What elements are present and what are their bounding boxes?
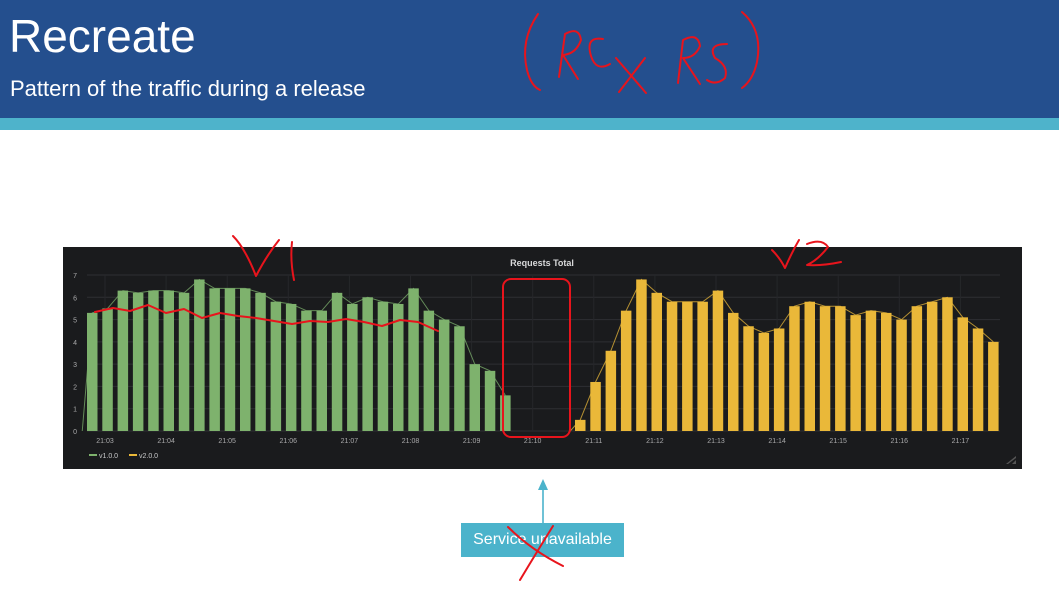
y-tick-label: 6 [73,295,77,302]
bar-v1.0.0 [255,292,266,431]
bar-v1.0.0 [484,370,496,431]
bar-v1.0.0 [209,288,220,431]
bar-v2.0.0 [620,310,632,431]
series-line-v2.0.0 [569,278,994,432]
x-tick-label: 21:06 [280,438,298,445]
callout-arrowhead-icon [538,479,548,490]
bar-v2.0.0 [651,292,662,431]
bar-v1.0.0 [102,308,113,431]
chart-bars [87,279,999,431]
bar-v2.0.0 [789,306,800,431]
bar-v1.0.0 [347,303,358,431]
bar-v2.0.0 [575,419,586,431]
x-tick-label: 21:14 [768,438,786,445]
bar-v1.0.0 [438,319,450,431]
x-tick-label: 21:10 [524,438,542,445]
x-tick-label: 21:04 [157,438,175,445]
bar-v2.0.0 [590,381,601,431]
bar-v2.0.0 [835,306,846,431]
bar-v2.0.0 [712,290,724,431]
bar-v1.0.0 [148,290,159,431]
x-tick-label: 21:07 [341,438,359,445]
bar-v2.0.0 [896,319,907,431]
slide-title: Recreate [9,10,196,62]
bar-v1.0.0 [194,279,205,431]
header-accent-bar [0,118,1059,130]
bar-v1.0.0 [87,312,98,431]
y-tick-label: 1 [73,407,77,414]
bar-v1.0.0 [393,303,404,431]
bar-v2.0.0 [804,301,815,431]
service-unavailable-callout: Service unavailable [461,523,624,557]
chart-legend: v1.0.0 v2.0.0 [89,453,158,460]
bar-v2.0.0 [758,332,770,431]
bar-v2.0.0 [773,328,785,431]
bar-v1.0.0 [469,364,480,431]
y-tick-label: 0 [73,429,77,436]
legend-item-v2.0.0[interactable]: v2.0.0 [139,453,158,460]
bar-v2.0.0 [605,350,617,431]
x-axis-ticks: 21:03 21:04 21:05 21:06 21:07 21:08 21:09 21:10… [96,438,969,445]
bar-v1.0.0 [316,310,327,431]
bar-v2.0.0 [666,301,678,431]
bar-v1.0.0 [240,288,251,431]
chart-grid [87,274,1000,432]
bar-v2.0.0 [697,301,708,431]
callout-label: Service unavailable [473,531,612,548]
bar-v2.0.0 [972,328,984,431]
bar-v1.0.0 [377,301,389,431]
bar-v2.0.0 [682,301,693,431]
bar-v2.0.0 [819,306,831,431]
x-tick-label: 21:03 [96,438,114,445]
x-tick-label: 21:17 [952,438,970,445]
x-tick-label: 21:09 [463,438,481,445]
bar-v1.0.0 [117,290,129,431]
y-tick-label: 2 [73,384,77,391]
resize-handle-icon[interactable] [1006,456,1016,464]
x-tick-label: 21:05 [218,438,236,445]
x-tick-label: 21:12 [646,438,664,445]
bar-v2.0.0 [728,312,739,431]
bar-v1.0.0 [454,326,465,431]
y-tick-label: 4 [73,340,77,347]
bar-v2.0.0 [743,326,754,431]
bar-v1.0.0 [362,297,373,431]
chart-title: Requests Total [510,258,574,268]
bar-v1.0.0 [270,301,282,431]
bar-v2.0.0 [942,297,953,431]
bar-v2.0.0 [636,279,647,431]
legend-item-v1.0.0[interactable]: v1.0.0 [99,453,118,460]
bar-v1.0.0 [301,310,312,431]
bar-v2.0.0 [926,301,938,431]
x-tick-label: 21:11 [585,438,602,445]
bar-v1.0.0 [285,303,297,431]
bar-v1.0.0 [331,292,343,431]
bar-v2.0.0 [957,317,968,431]
x-tick-label: 21:16 [891,438,909,445]
bar-v1.0.0 [500,395,511,431]
bar-v2.0.0 [850,315,861,431]
y-tick-label: 7 [73,273,77,280]
bar-v1.0.0 [408,288,419,431]
bar-v2.0.0 [911,306,923,431]
bar-v1.0.0 [163,290,174,431]
bar-v2.0.0 [865,310,877,431]
y-tick-label: 3 [73,362,77,369]
bar-v2.0.0 [881,312,892,431]
y-axis-ticks: 0 1 2 3 4 5 6 7 [73,273,77,436]
bar-v1.0.0 [423,310,435,431]
x-tick-label: 21:13 [707,438,725,445]
bar-v1.0.0 [224,288,236,431]
bar-v1.0.0 [178,292,190,431]
x-tick-label: 21:15 [829,438,847,445]
slide-subtitle: Pattern of the traffic during a release [10,76,366,101]
y-tick-label: 5 [73,318,77,325]
bar-v1.0.0 [132,292,144,431]
x-tick-label: 21:08 [402,438,420,445]
bar-v2.0.0 [988,341,999,431]
